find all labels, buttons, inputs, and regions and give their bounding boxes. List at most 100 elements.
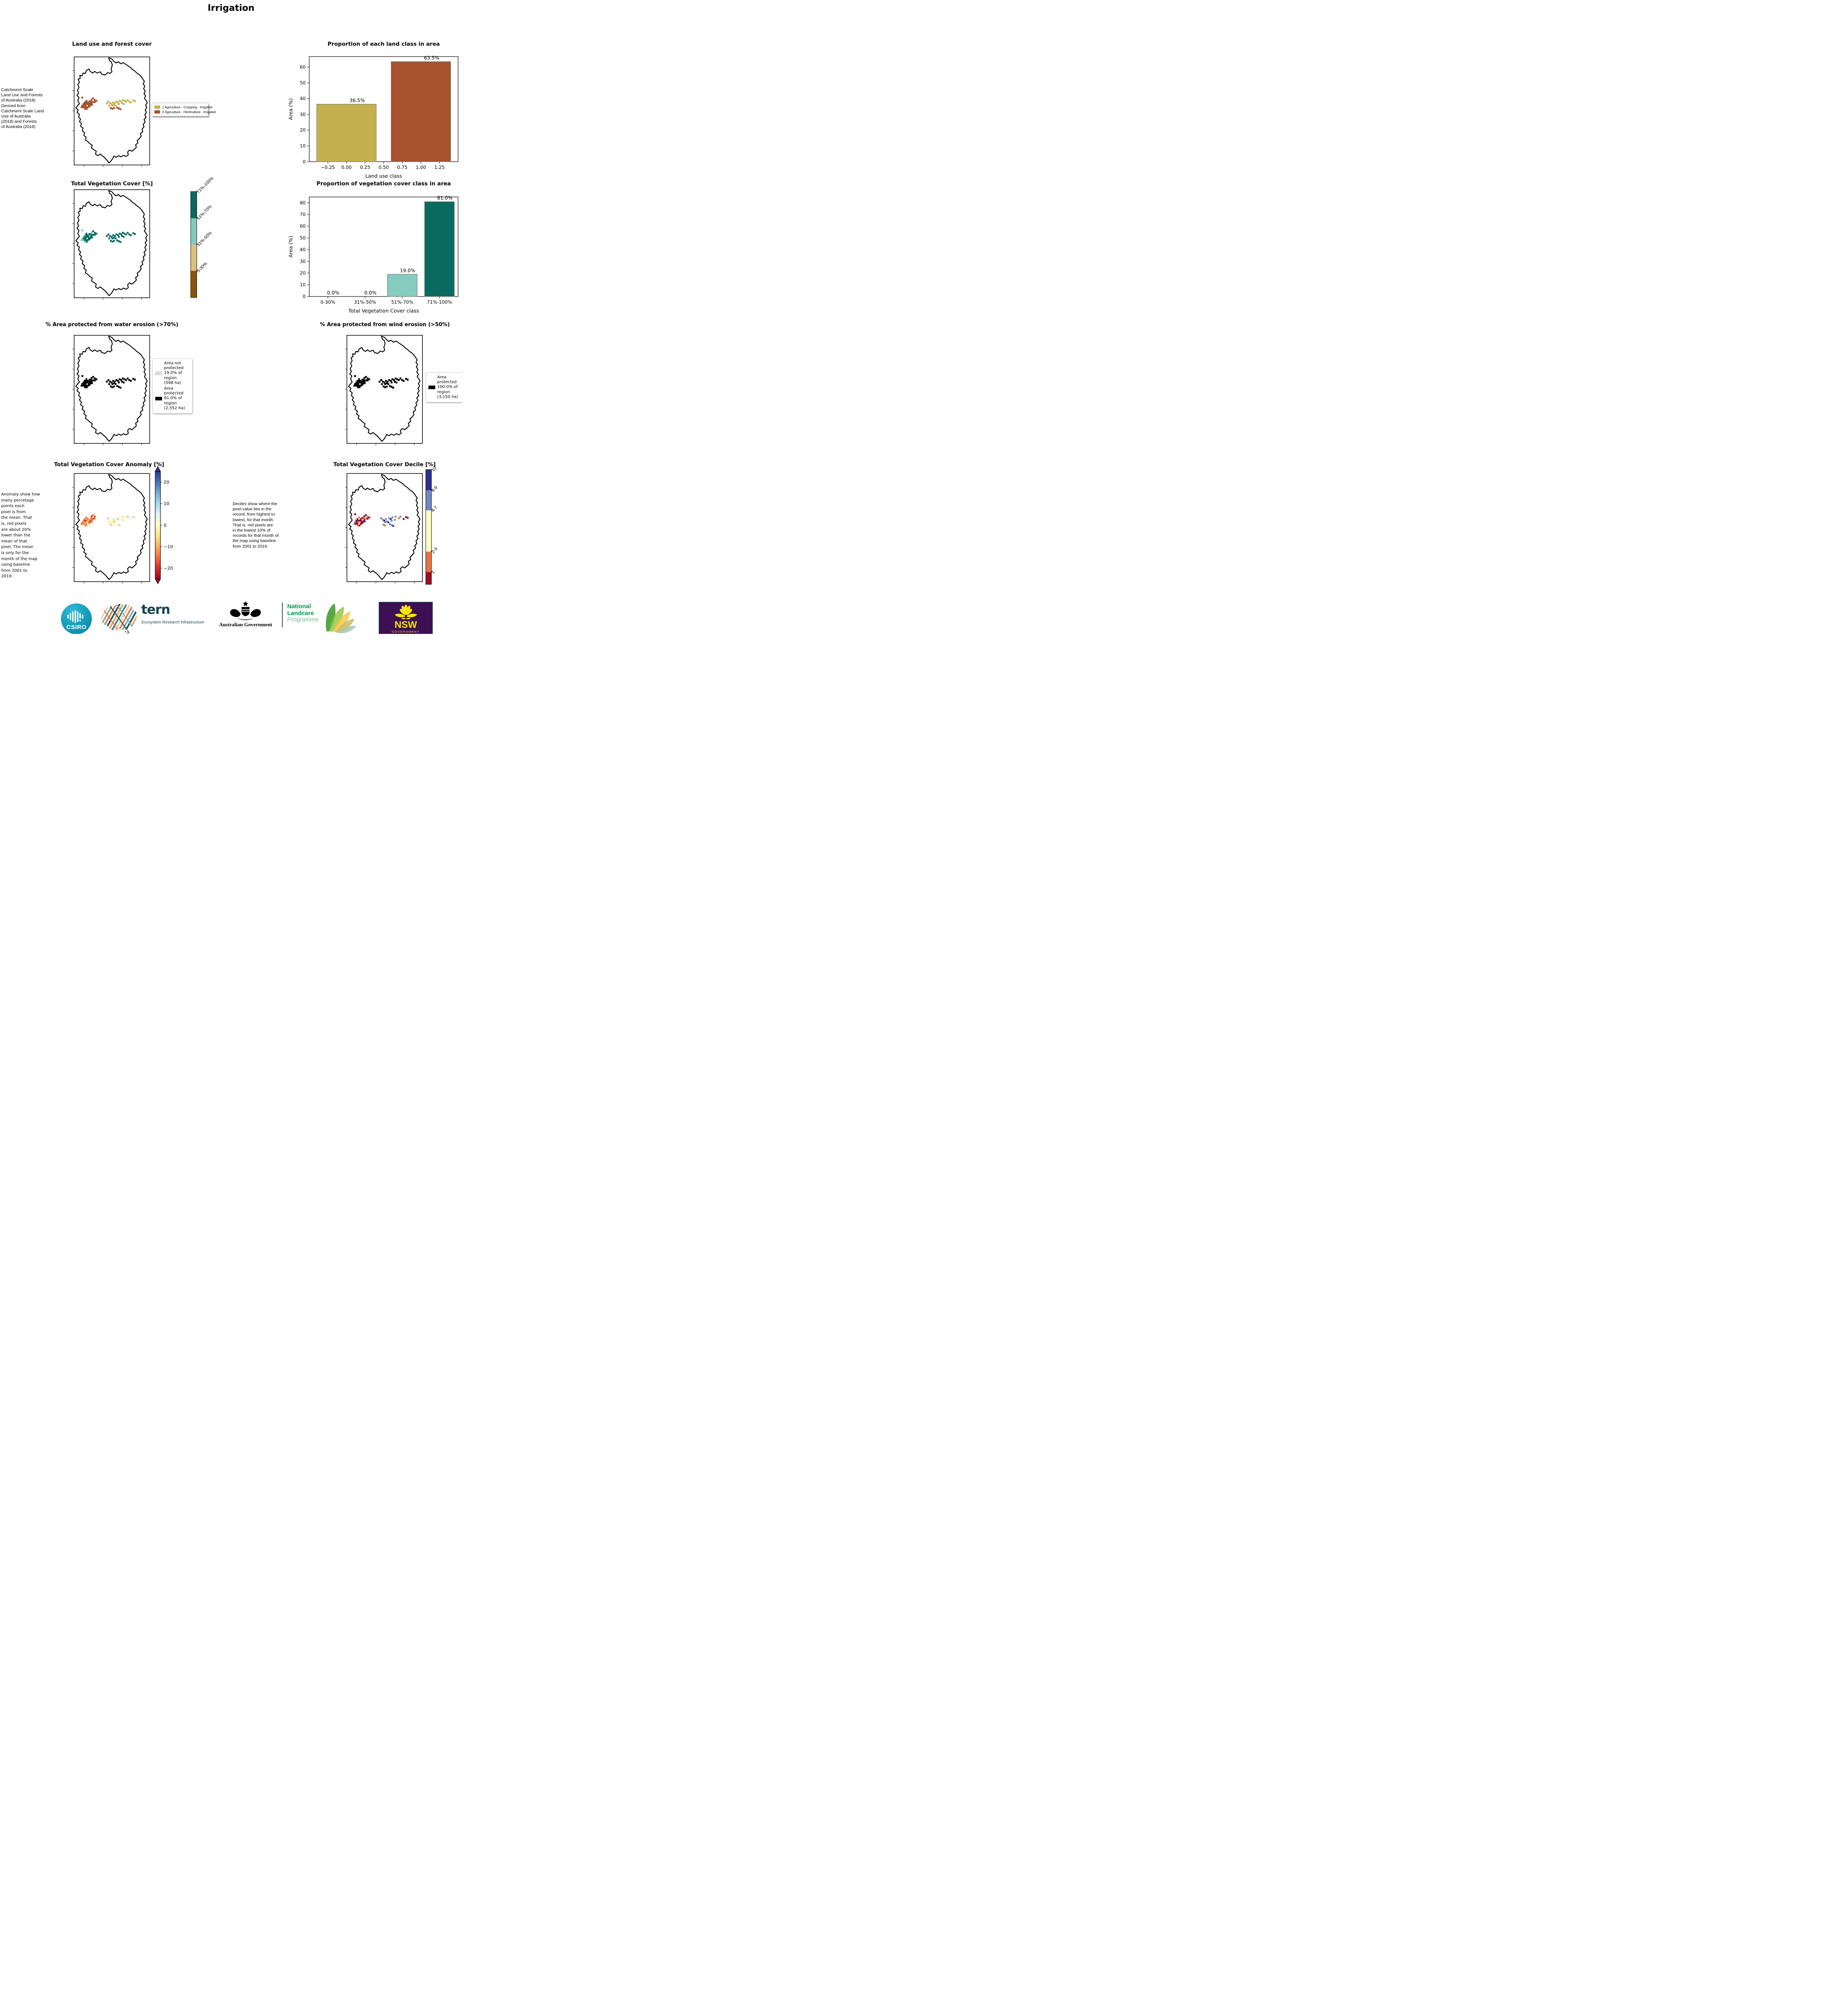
map-pixel <box>89 522 91 524</box>
map-pixel <box>89 233 91 235</box>
map-pixel <box>84 103 86 105</box>
map-pixel <box>117 234 119 236</box>
decile-note: Deciles show where the pixel value lies … <box>233 502 279 549</box>
map-pixel <box>356 383 358 385</box>
x-tick-label: 1.00 <box>416 164 426 170</box>
y-axis-label: Area (%) <box>288 236 294 258</box>
map-pixel <box>89 384 91 386</box>
map-pixel <box>86 386 88 388</box>
colorbar-segment <box>426 551 431 573</box>
bar-value-label: 0.0% <box>364 290 377 296</box>
map-pixel <box>368 378 370 380</box>
y-tick-label: 60 <box>300 64 306 70</box>
y-tick-label: 30 <box>300 258 306 264</box>
axes-frame <box>309 197 458 297</box>
y-tick-label: 10 <box>300 282 306 288</box>
map-pixel <box>362 520 364 523</box>
map-pixel <box>118 382 120 384</box>
map-pixel <box>83 238 85 240</box>
map-pixel <box>401 517 403 520</box>
map-pixel <box>400 516 402 518</box>
map-pixel <box>108 521 110 524</box>
map-pixel <box>108 379 110 381</box>
map-pixel <box>119 516 121 519</box>
colorbar-tick-label: 4-7 <box>430 505 439 514</box>
legend-item: Area not protected 19.0% of region (598 … <box>155 361 190 386</box>
map-pixel <box>108 233 110 236</box>
map-pixel <box>89 519 91 521</box>
map-pixel <box>87 520 89 522</box>
map-pixel <box>132 378 134 380</box>
map-pixel <box>112 102 114 104</box>
map-pixel <box>91 102 93 104</box>
x-tick-label: 0.75 <box>397 164 408 170</box>
map-pixel <box>358 385 360 387</box>
map-pixel <box>125 233 127 236</box>
map-pixel <box>359 386 361 388</box>
map-pixel <box>358 380 360 382</box>
map-pixel <box>91 381 93 383</box>
map-pixel <box>82 385 84 387</box>
map-pixel <box>81 105 83 107</box>
x-tick-label: −0.25 <box>321 164 335 170</box>
map-pixel <box>90 233 92 236</box>
colorbar-tick <box>196 270 198 271</box>
map-pixel <box>363 379 365 381</box>
map-pixel <box>95 378 97 380</box>
map-pixel <box>82 106 84 108</box>
map-pixel <box>361 517 363 519</box>
map-pixel <box>108 105 110 107</box>
map-pixel <box>362 381 364 383</box>
colorbar-tick-label: 20 <box>164 480 169 485</box>
map-pixel <box>112 383 114 385</box>
map-pixel <box>84 241 86 243</box>
map-pixel <box>89 104 91 106</box>
y-tick-label: 60 <box>300 223 306 229</box>
map-pixel <box>95 100 97 102</box>
map-pixel <box>112 386 114 388</box>
map-pixel <box>134 517 136 519</box>
y-tick-label: 40 <box>300 96 306 102</box>
map-pixel <box>86 241 88 243</box>
map-pixel <box>121 381 123 383</box>
map-pixel <box>106 102 108 104</box>
map-pixel <box>119 100 121 102</box>
map-pixel <box>111 382 113 384</box>
water-erosion-title: % Area protected from water erosion (>70… <box>45 322 179 328</box>
map-pixel <box>81 239 83 241</box>
map-pixel <box>359 520 361 522</box>
map-pixel <box>125 101 127 103</box>
map-pixel <box>120 517 122 520</box>
map-pixel <box>360 380 362 382</box>
map-pixel <box>112 524 114 527</box>
australian-government-label: Australian Government <box>219 621 272 627</box>
map-pixel <box>95 516 97 519</box>
colorbar-body <box>155 471 161 579</box>
map-pixel <box>354 383 356 385</box>
map-pixel <box>87 106 89 108</box>
map-pixel <box>358 518 360 520</box>
map-pixel <box>124 378 126 380</box>
map-pixel <box>383 520 385 522</box>
catchment-outline <box>348 335 421 442</box>
map-pixel <box>128 517 130 520</box>
map-pixel <box>392 387 394 389</box>
map-pixel <box>86 236 88 238</box>
map-pixel <box>365 514 367 516</box>
bar <box>391 61 451 162</box>
map-pixel <box>387 381 389 383</box>
map-pixel <box>390 518 392 520</box>
map-pixel <box>84 520 86 522</box>
map-pixel <box>357 382 359 384</box>
landuse-map <box>72 57 150 167</box>
x-tick-label: 0.50 <box>379 164 389 170</box>
map-pixel <box>359 382 361 384</box>
map-pixel <box>115 105 117 107</box>
map-pixel <box>116 107 118 109</box>
map-pixel <box>81 523 83 525</box>
map-pixel <box>384 524 386 527</box>
map-pixel <box>112 234 114 236</box>
map-pixel <box>394 519 396 521</box>
map-pixel <box>85 102 87 104</box>
map-pixel <box>391 524 393 526</box>
